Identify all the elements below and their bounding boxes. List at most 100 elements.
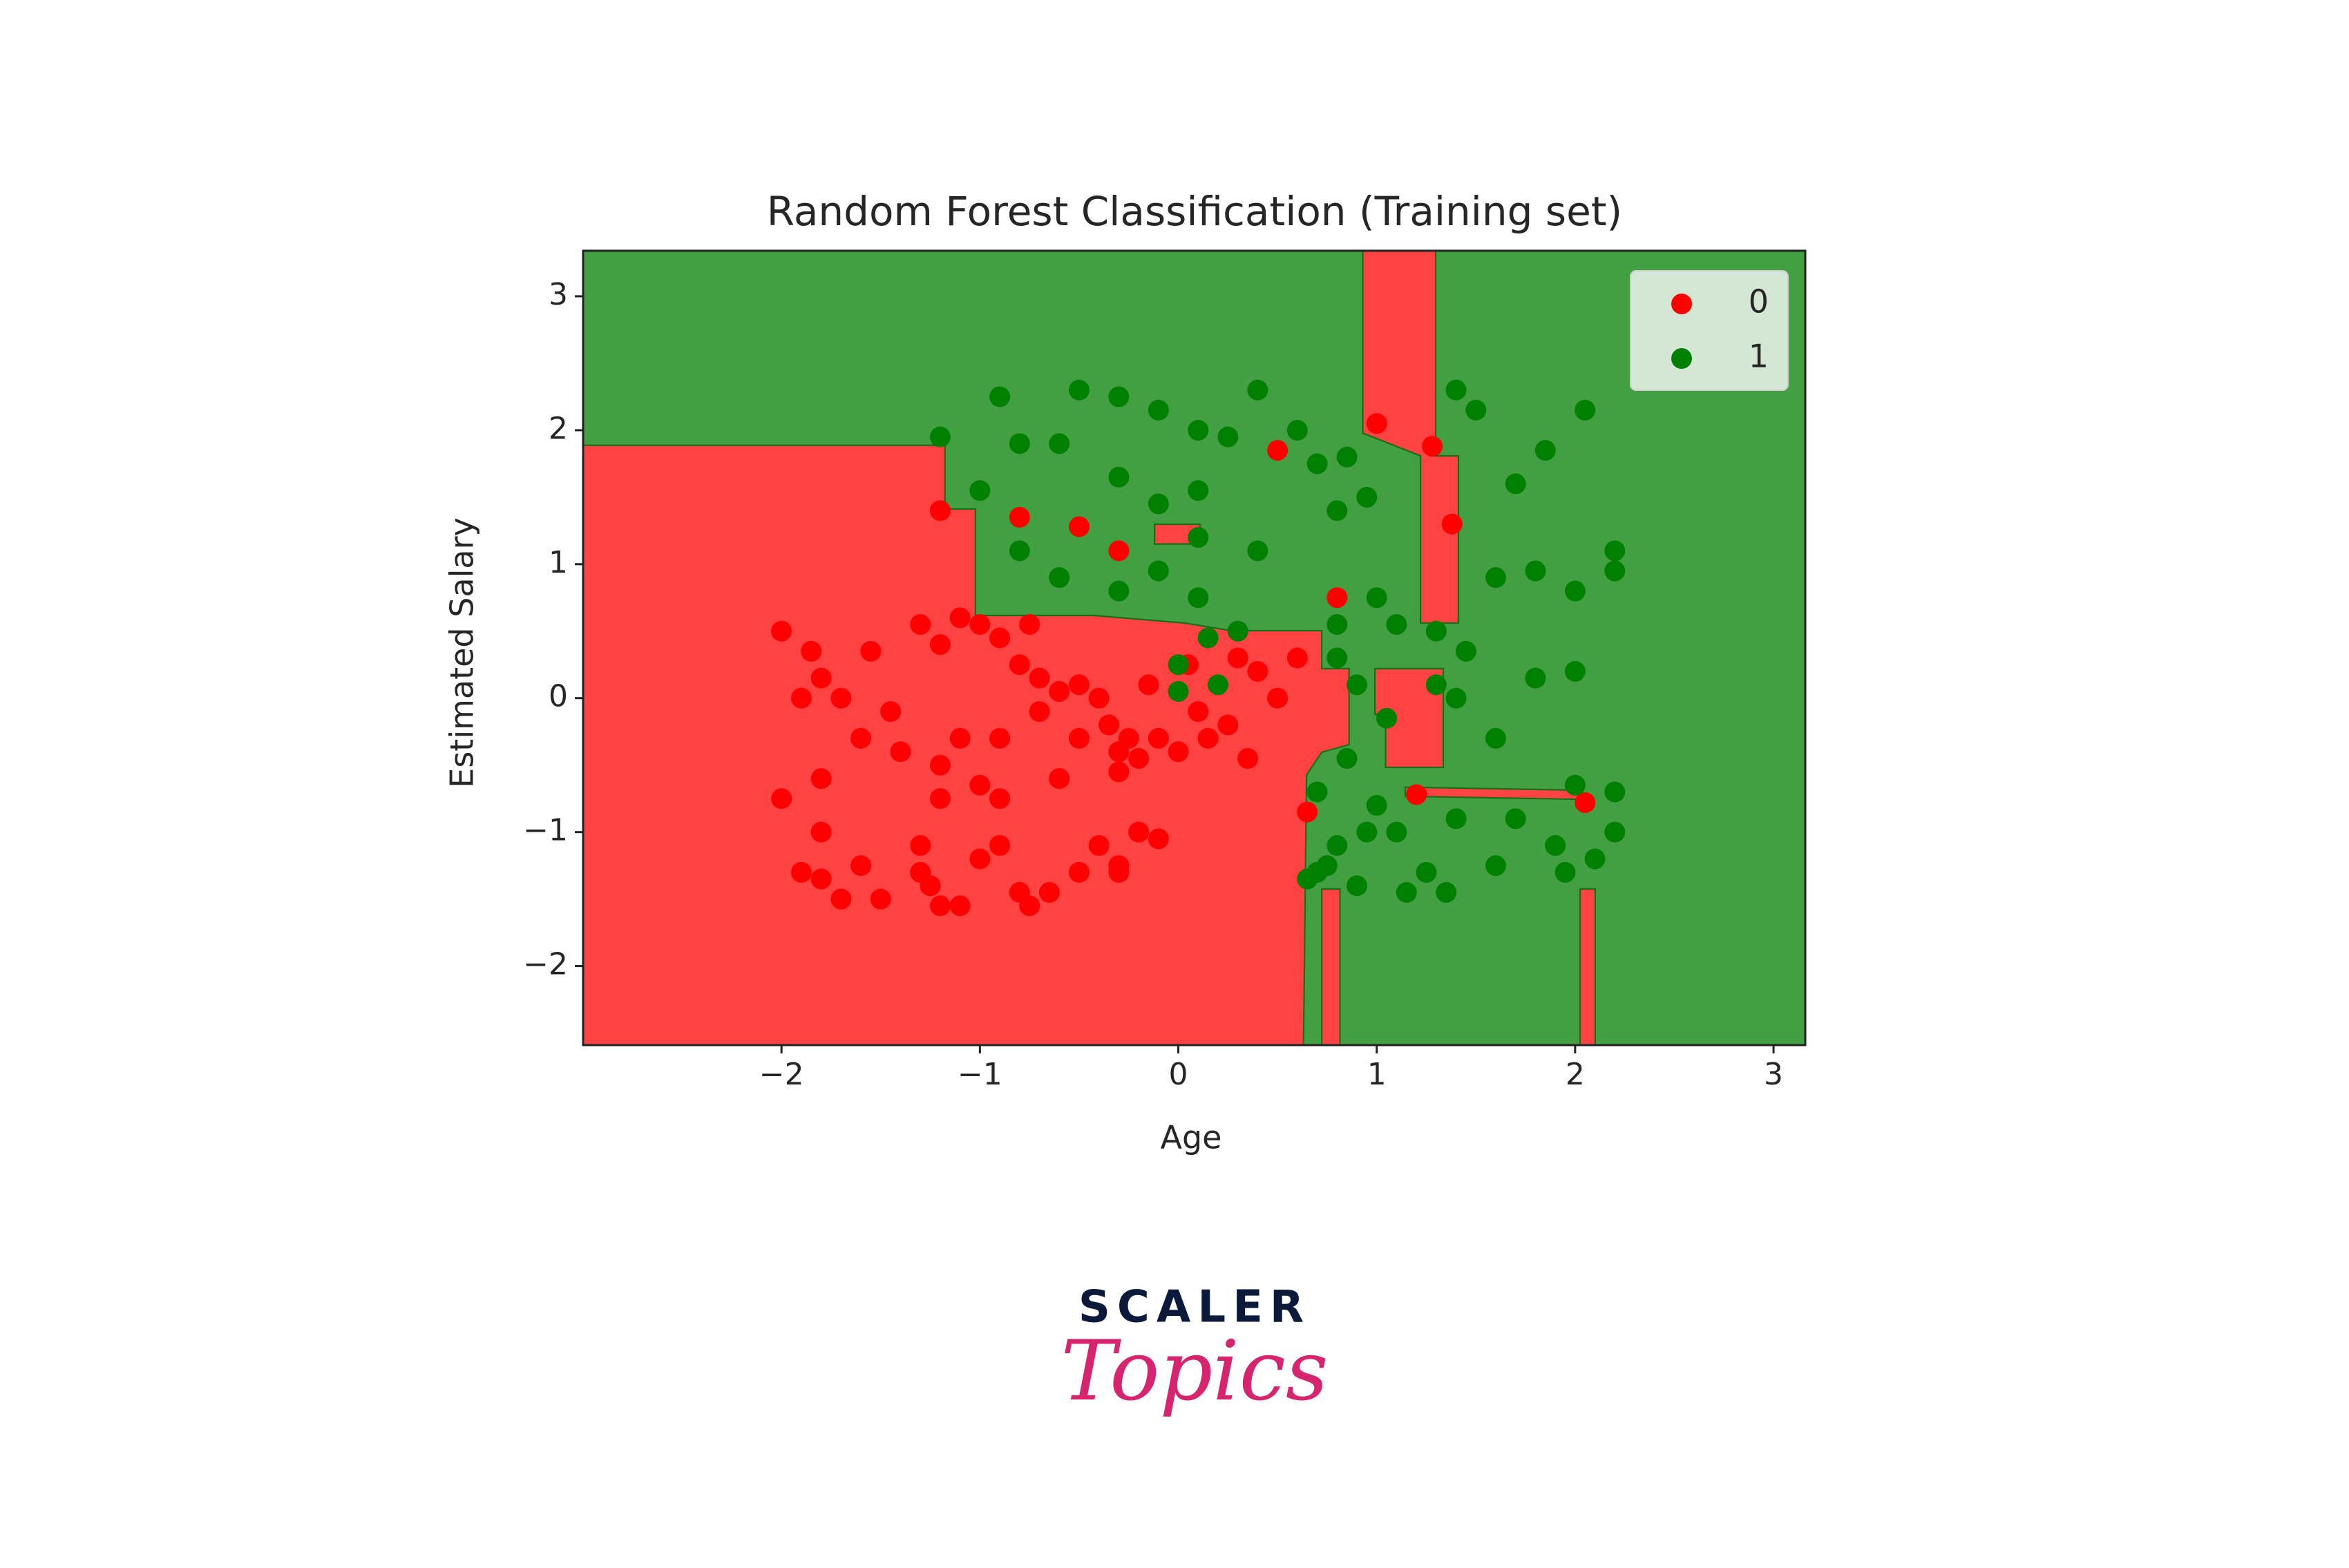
point [929,754,951,776]
point [1068,516,1090,537]
point [949,895,971,917]
point [1217,714,1239,736]
point [1049,433,1070,455]
point [1326,614,1348,635]
point [1326,647,1348,669]
point [1505,808,1526,830]
point [1396,881,1417,903]
point [1108,580,1130,602]
point [920,875,941,897]
point [1227,620,1248,642]
legend-marker [1671,348,1692,369]
point [1604,560,1626,582]
point [1247,660,1268,682]
point [1049,567,1070,589]
point [1148,727,1169,749]
point [1366,413,1387,434]
point [1455,640,1476,662]
point [1247,540,1268,562]
decision-regions [583,251,1805,1045]
legend-box [1630,270,1789,391]
point [1019,895,1040,917]
x-tick-label: 0 [1169,1057,1188,1092]
point [1326,500,1348,522]
brand-tagline: Topics [1061,1323,1329,1419]
point [1425,620,1447,642]
point [1525,667,1546,689]
point [810,667,832,689]
point [890,741,911,763]
point [1019,614,1040,635]
point [1009,433,1030,455]
point [1554,861,1576,883]
point [969,774,991,796]
point [1108,761,1130,783]
point [1068,861,1090,883]
point [1564,660,1586,682]
point [1604,781,1626,803]
point [1346,674,1367,696]
point [1118,727,1139,749]
point [929,426,951,448]
y-tick-label: 3 [549,277,568,312]
y-tick-label: 1 [549,545,568,580]
point [1108,861,1130,883]
point [1485,727,1507,749]
point [1197,627,1219,649]
point [1267,687,1288,709]
point [1188,419,1209,441]
region-red [1404,786,1581,801]
point [1422,436,1443,457]
point [1108,540,1130,562]
point [1009,506,1030,528]
point [989,788,1011,810]
point [969,614,991,635]
point [989,627,1011,649]
point [1297,868,1318,890]
region-red [1321,888,1341,1045]
point [1148,560,1169,582]
region-red [1579,888,1597,1045]
point [1306,453,1328,475]
point [1386,821,1407,843]
point [1326,835,1348,857]
y-tick-label: 2 [549,411,568,446]
point [1108,386,1130,408]
point [1485,567,1507,589]
point [1247,379,1268,401]
point [1297,801,1318,823]
point [1088,835,1110,857]
point [1336,747,1358,769]
x-tick-label: 1 [1367,1057,1387,1092]
point [1534,439,1556,461]
point [1445,808,1467,830]
point [850,727,872,749]
legend-label: 0 [1749,283,1769,321]
x-tick-label: 3 [1764,1057,1783,1092]
point [929,500,951,522]
point [1267,439,1288,461]
point [929,895,951,917]
point [949,727,971,749]
point [1099,714,1120,736]
chart-title: Random Forest Classification (Training s… [767,188,1622,235]
point [1049,681,1070,702]
point [1128,747,1150,769]
point [810,821,832,843]
point [1441,513,1463,535]
point [1575,399,1596,421]
region-red [1373,667,1445,769]
x-axis-label: Age [1161,1119,1222,1156]
point [1237,747,1259,769]
point [989,386,1011,408]
point [1068,727,1090,749]
x-tick-label: −2 [759,1057,804,1092]
point [1168,654,1189,676]
point [1217,426,1239,448]
point [870,888,891,910]
point [1545,835,1566,857]
point [1584,848,1606,870]
point [929,788,951,810]
